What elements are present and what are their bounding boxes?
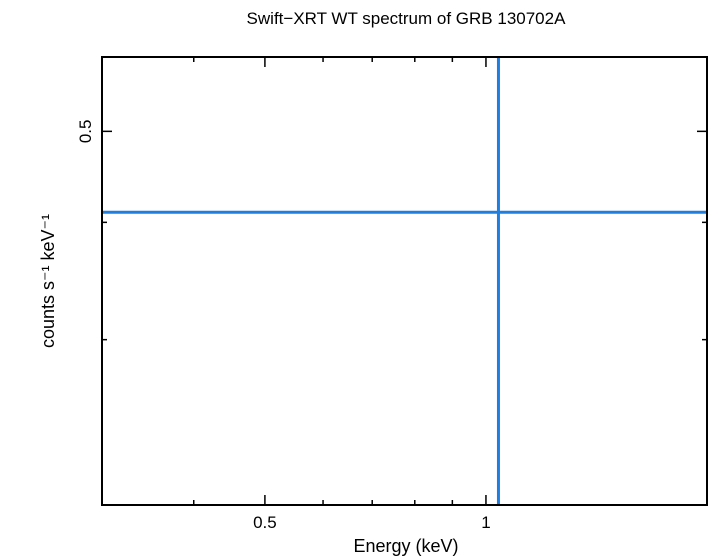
y-tick-labels: 0.5 [76,120,95,144]
chart-title: Swift−XRT WT spectrum of GRB 130702A [247,9,567,28]
x-tick-labels: 0.5 1 [253,513,491,532]
data-series [102,57,707,505]
x-axis-label: Energy (keV) [353,536,458,556]
y-tick-label: 0.5 [76,120,95,144]
plot-frame [101,56,708,506]
axis-ticks [102,57,708,505]
x-tick-label: 1 [481,513,490,532]
x-tick-label: 0.5 [253,513,277,532]
y-axis-label: counts s⁻¹ keV⁻¹ [38,214,58,348]
